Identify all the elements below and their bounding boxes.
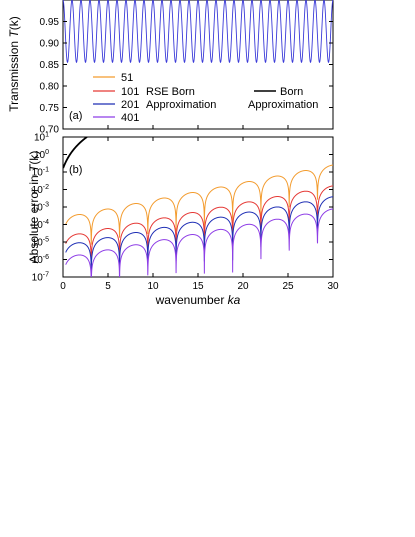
panel-b-frame (62, 136, 334, 278)
panel-a-ytick-label: 0.70 (40, 125, 60, 136)
panel-a-ytick-label: 0.85 (40, 60, 60, 71)
panel-b-ytick-label: 10-4 (32, 219, 49, 231)
panel-b-xtick-label: 15 (192, 281, 204, 292)
panel-b-ylabel: Absolute error in T(k) (27, 151, 41, 264)
panel-b-ytick-label: 10-7 (32, 272, 49, 284)
legend-label-401: 401 (121, 112, 139, 124)
panel-b-xtick-label: 20 (237, 281, 249, 292)
panel-a: 0.70 0.75 0.80 0.85 0.90 0.95 Transmission T(… (7, 0, 334, 136)
panel-a-ytick-label: 0.90 (40, 39, 60, 50)
panel-a-ytick-label: 0.75 (40, 103, 60, 114)
panel-b-ytick-label: 10-3 (32, 202, 49, 214)
panel-b-xtick-label: 25 (282, 281, 294, 292)
panel-b-x-ticks: 0 5 10 15 20 25 30 (60, 137, 339, 292)
legend-label-101: 101 (121, 86, 139, 98)
error-curve-401 (65, 208, 333, 277)
panel-b-ytick-label: 10-5 (32, 237, 49, 249)
legend-group-rse-born: RSE Born (146, 86, 195, 98)
panel-b-xtick-label: 0 (60, 281, 66, 292)
legend-label-51: 51 (121, 72, 133, 84)
transmission-curve (62, 0, 334, 64)
error-curve-201 (65, 196, 333, 274)
panel-a-label: (a) (69, 110, 82, 122)
x-axis-label: wavenumber ka (155, 293, 241, 307)
legend-label-born: Born (280, 86, 303, 98)
panel-a-ytick-label: 0.95 (40, 17, 60, 28)
panel-a-ytick-label: 0.80 (40, 82, 60, 93)
panel-b-ytick-label: 10-2 (32, 184, 49, 196)
error-curve-51 (65, 164, 333, 245)
panel-a-ylabel: Transmission T(k) (7, 16, 21, 112)
legend-group-approximation-1: Approximation (146, 99, 216, 111)
panel-b-ytick-label: 10-6 (32, 254, 49, 266)
panel-b-xtick-label: 10 (147, 281, 159, 292)
panel-b-xtick-label: 5 (105, 281, 111, 292)
error-curve-born (63, 137, 89, 169)
legend-label-201: 201 (121, 99, 139, 111)
panel-a-y-ticks: 0.70 0.75 0.80 0.85 0.90 0.95 (40, 17, 334, 136)
panel-b-ytick-label: 100 (34, 149, 49, 161)
panel-b-ytick-label: 10-1 (32, 167, 49, 179)
panel-b-y-ticks: 101 100 10-1 10-2 10-3 10-4 10-5 10-6 10-7 (32, 132, 333, 284)
legend: 51 101 RSE Born 201 Approximation 401 Bo… (93, 72, 318, 124)
panel-b-ytick-label: 101 (34, 132, 49, 144)
panel-b-label: (b) (69, 164, 82, 176)
legend-group-approximation-2: Approximation (248, 99, 318, 111)
panel-b-xtick-label: 30 (327, 281, 339, 292)
error-curve-101 (65, 185, 333, 265)
